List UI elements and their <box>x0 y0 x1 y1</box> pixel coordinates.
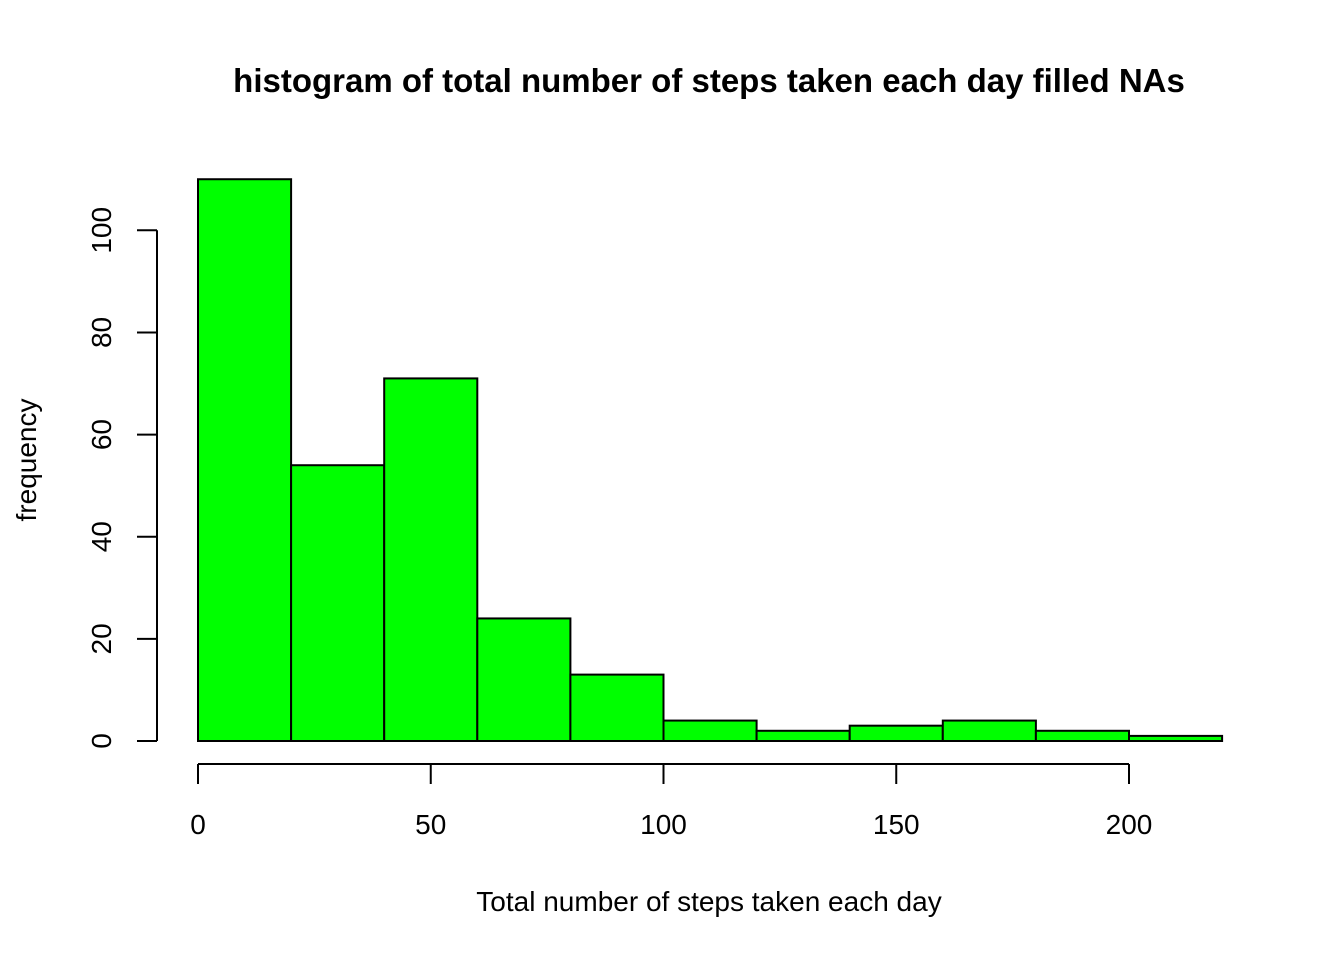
y-tick-label: 40 <box>86 521 117 552</box>
x-axis: 0 50 100 150 200 <box>190 763 1153 840</box>
y-axis: 0 20 40 60 80 100 <box>86 207 158 749</box>
x-tick-label: 0 <box>190 809 206 840</box>
histogram-bar-0 <box>197 178 293 743</box>
x-tick-label: 150 <box>873 809 920 840</box>
histogram-bar-4 <box>569 673 665 743</box>
x-tick-label: 100 <box>640 809 687 840</box>
histogram-bar-1 <box>290 464 386 742</box>
histogram-bar-8 <box>941 719 1037 743</box>
x-tick-label: 50 <box>415 809 446 840</box>
bars-group <box>197 178 1224 743</box>
histogram-bar-7 <box>848 724 944 743</box>
y-tick-label: 0 <box>86 733 117 749</box>
chart-title: histogram of total number of steps taken… <box>233 62 1185 99</box>
histogram-bar-9 <box>1034 729 1131 743</box>
y-tick-label: 100 <box>86 207 117 254</box>
y-tick-label: 80 <box>86 317 117 348</box>
x-tick-label: 200 <box>1106 809 1153 840</box>
histogram-bar-3 <box>476 617 572 743</box>
histogram-bar-5 <box>662 719 758 743</box>
x-axis-label: Total number of steps taken each day <box>476 886 941 917</box>
histogram-bar-10 <box>1128 734 1224 743</box>
y-axis-label: frequency <box>11 399 42 522</box>
histogram-bar-2 <box>383 377 479 742</box>
y-tick-label: 60 <box>86 419 117 450</box>
histogram-bar-6 <box>755 729 851 743</box>
y-tick-label: 20 <box>86 623 117 654</box>
